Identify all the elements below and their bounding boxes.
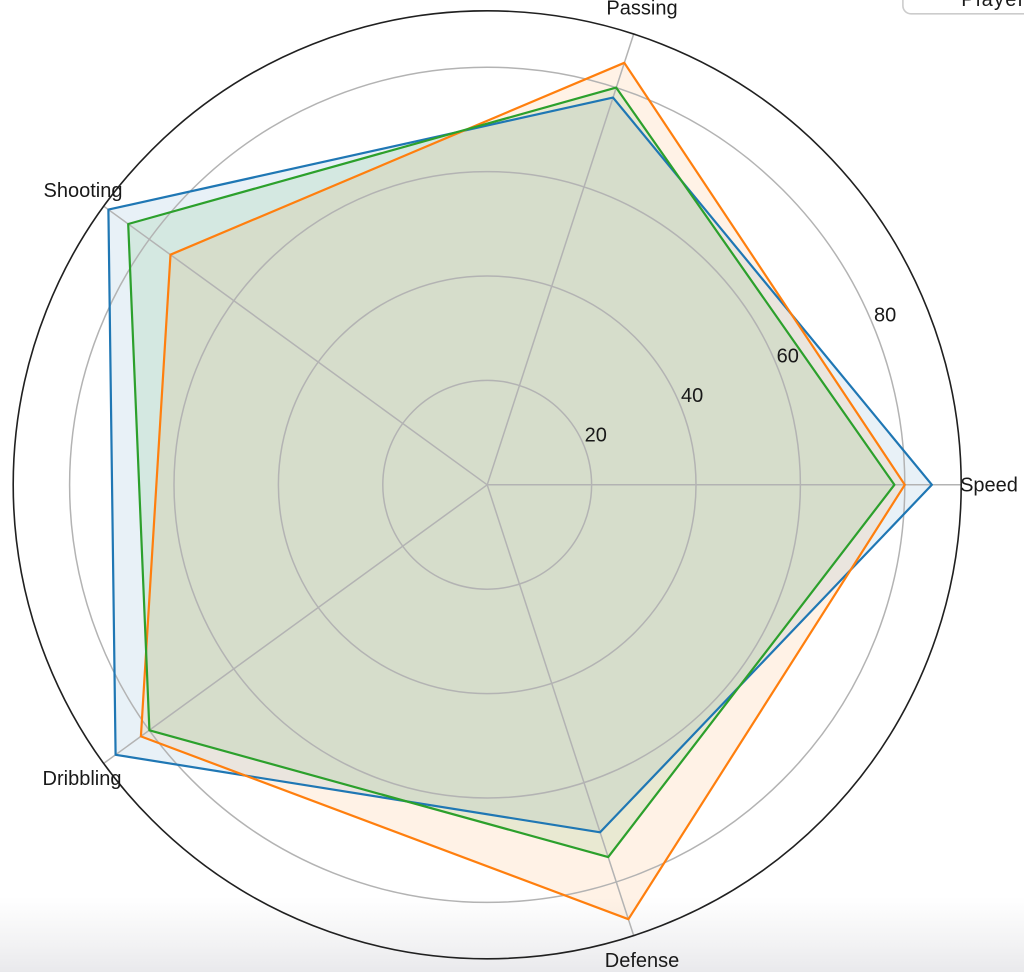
- svg-text:Defense: Defense: [605, 950, 680, 972]
- svg-text:60: 60: [777, 345, 799, 367]
- svg-text:20: 20: [585, 425, 607, 447]
- svg-text:Passing: Passing: [606, 0, 677, 20]
- svg-text:Dribbling: Dribbling: [43, 768, 122, 790]
- svg-text:Speed: Speed: [960, 475, 1018, 497]
- svg-text:Shooting: Shooting: [44, 180, 123, 202]
- svg-text:80: 80: [874, 305, 896, 327]
- svg-text:40: 40: [681, 385, 703, 407]
- svg-text:Player C: Player C: [961, 0, 1024, 11]
